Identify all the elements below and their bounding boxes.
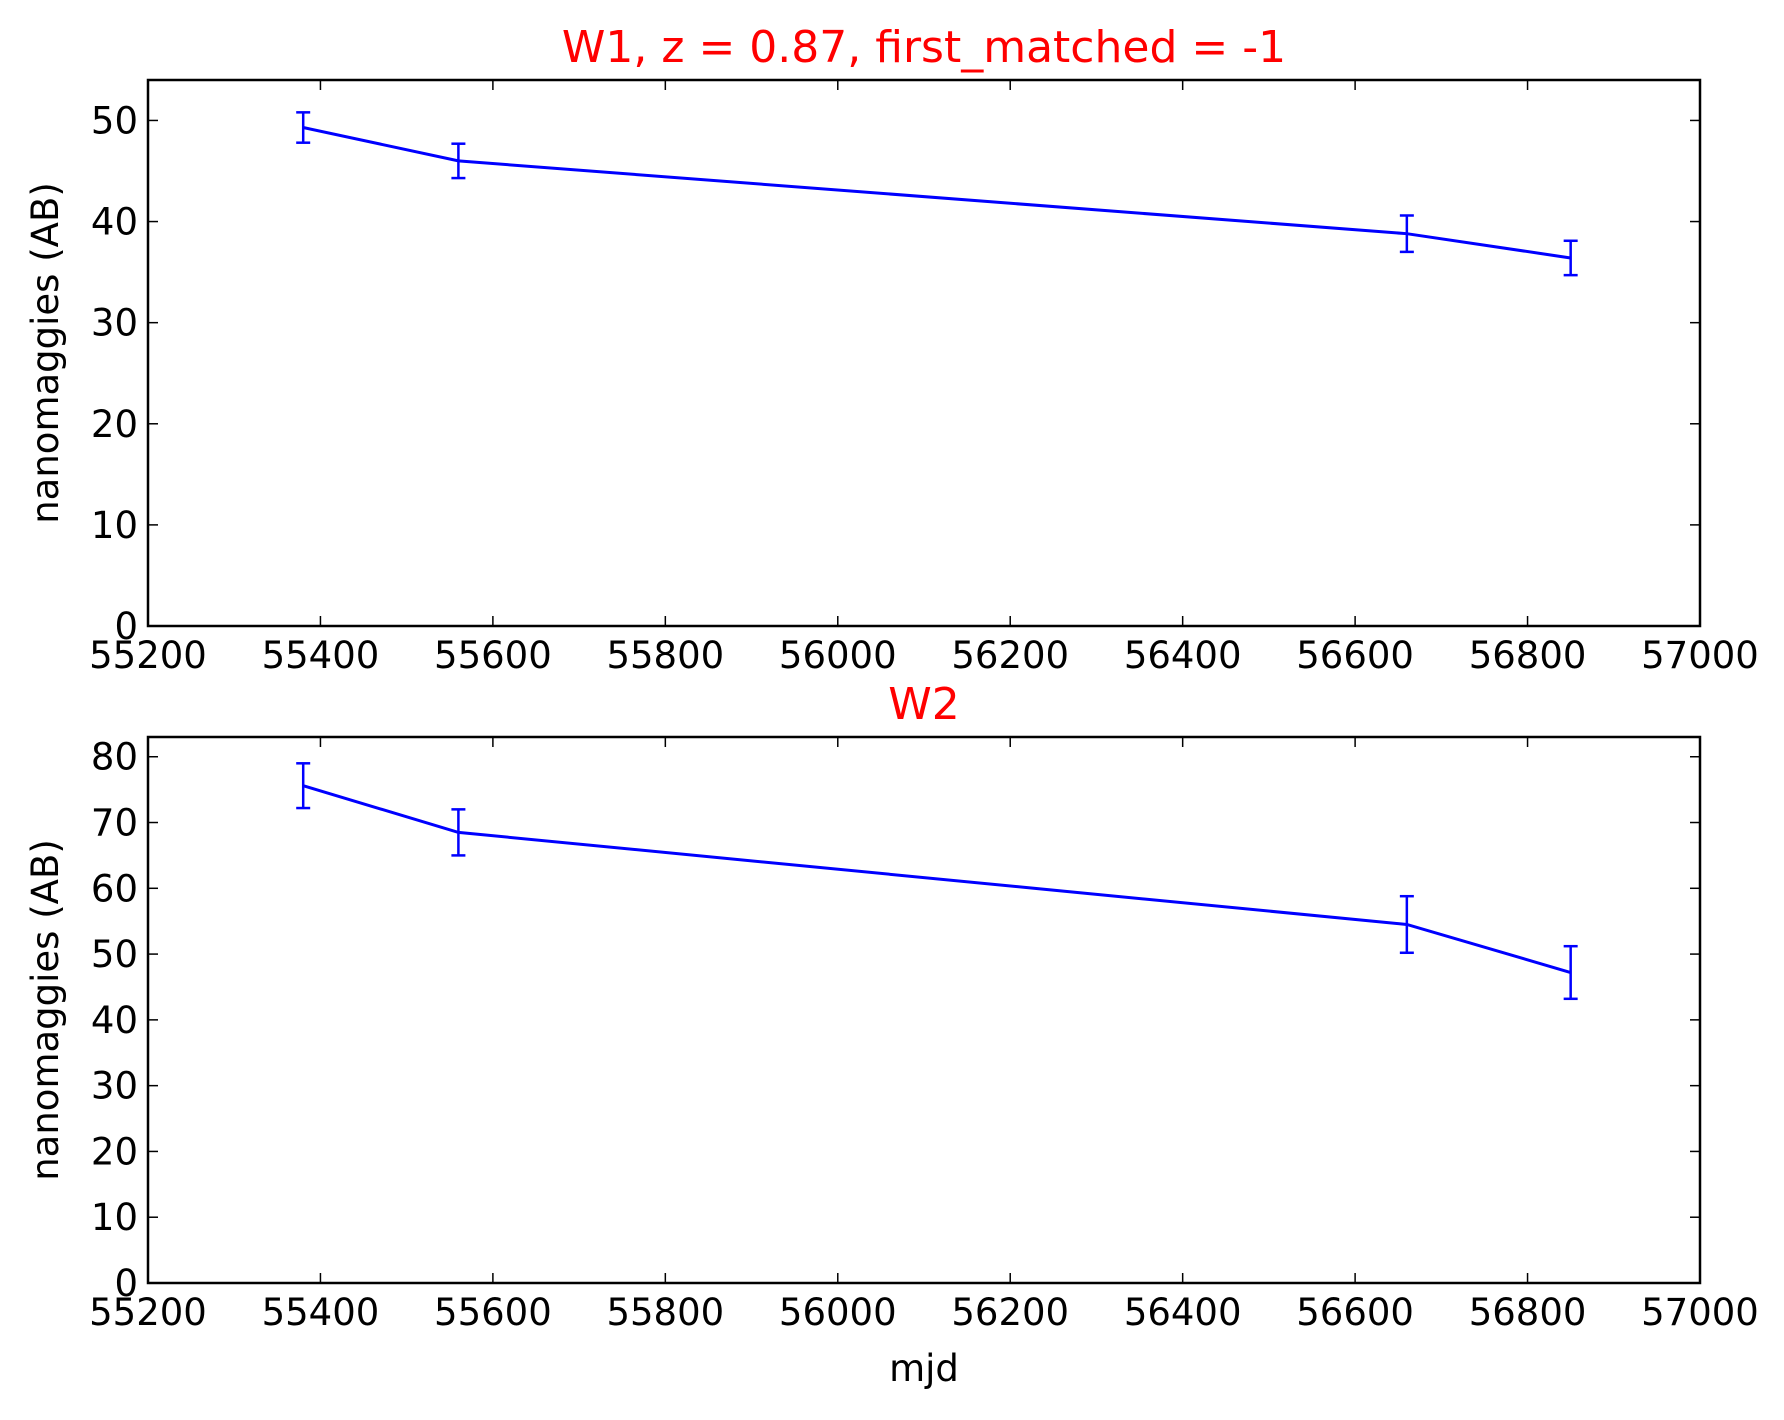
x-tick-label: 56600 <box>1296 634 1414 677</box>
axes-frame <box>146 78 1702 628</box>
x-tick-label: 56200 <box>951 1291 1069 1334</box>
chart-title: W2 <box>888 679 960 730</box>
error-bar <box>1399 894 1414 955</box>
y-tick-label: 0 <box>114 1262 138 1305</box>
y-tick-label: 60 <box>91 867 138 910</box>
y-tick-label: 40 <box>91 201 138 244</box>
x-tick-label: 56000 <box>779 1291 897 1334</box>
y-tick-label: 30 <box>91 1065 138 1108</box>
x-tick-label: 55200 <box>89 634 207 677</box>
y-tick-label: 0 <box>114 605 138 648</box>
x-tick-label: 56600 <box>1296 1291 1414 1334</box>
x-tick-label: 56400 <box>1124 1291 1242 1334</box>
x-tick-label: 56800 <box>1469 1291 1587 1334</box>
x-axis-label: mjd <box>889 1347 959 1390</box>
series-line <box>302 126 1571 260</box>
x-tick-label: 56000 <box>779 634 897 677</box>
x-tick-label: 55800 <box>606 634 724 677</box>
chart-panel-1: W1, z = 0.87, first_matched = -1 55200 554… <box>24 22 1759 677</box>
y-tick-label: 10 <box>91 504 138 547</box>
x-tick-label: 55600 <box>434 634 552 677</box>
error-bar <box>451 142 466 180</box>
x-tick-label: 56200 <box>951 634 1069 677</box>
y-axis-label: nanomaggies (AB) <box>24 839 67 1181</box>
error-bar <box>1563 239 1578 277</box>
y-tick-label: 30 <box>91 302 138 345</box>
y-tick-label: 50 <box>91 933 138 976</box>
x-tick-label: 57000 <box>1641 1291 1759 1334</box>
x-tick-label: 56800 <box>1469 634 1587 677</box>
x-tick-label: 57000 <box>1641 634 1759 677</box>
error-bar <box>451 808 466 857</box>
y-tick-label: 50 <box>91 99 138 142</box>
x-tick-label: 55400 <box>262 1291 380 1334</box>
y-tick-label: 20 <box>91 1130 138 1173</box>
y-tick-label: 70 <box>91 802 138 845</box>
error-bar <box>296 762 311 810</box>
axes-frame <box>146 735 1702 1285</box>
chart-panel-2: W2 55200 55400 55600 55800 56000 56200 56400 566… <box>24 679 1759 1390</box>
x-tick-label: 56400 <box>1124 634 1242 677</box>
x-tick-label: 55800 <box>606 1291 724 1334</box>
x-tick-label: 55600 <box>434 1291 552 1334</box>
chart-title: W1, z = 0.87, first_matched = -1 <box>562 22 1286 73</box>
y-tick-label: 80 <box>91 736 138 779</box>
y-axis-label: nanomaggies (AB) <box>24 182 67 524</box>
error-bar <box>1399 214 1414 254</box>
series-line <box>302 784 1572 974</box>
y-tick-label: 40 <box>91 999 138 1042</box>
error-bar <box>296 111 311 144</box>
x-tick-label: 55400 <box>262 634 380 677</box>
y-tick-label: 10 <box>91 1196 138 1239</box>
error-bar <box>1563 944 1578 1001</box>
x-tick-label: 55200 <box>89 1291 207 1334</box>
y-tick-label: 20 <box>91 403 138 446</box>
